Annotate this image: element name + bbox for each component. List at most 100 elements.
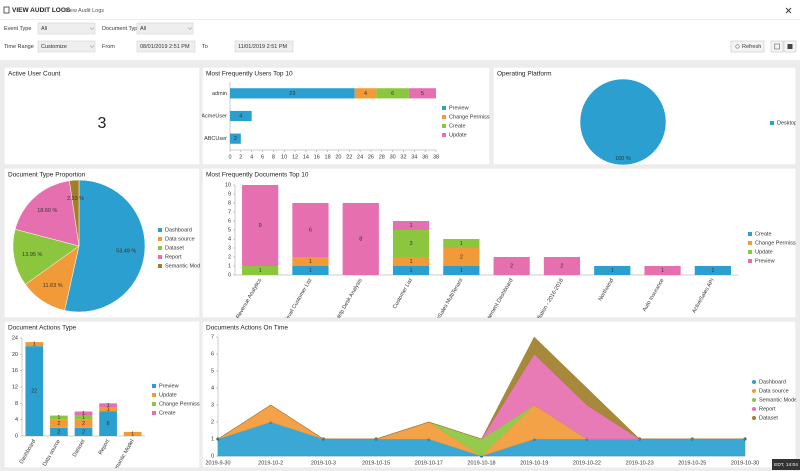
bar-value-label: 1 <box>309 268 312 274</box>
status-text: EDT, 14:04 <box>774 462 798 468</box>
legend-swatch <box>752 407 756 411</box>
bar-segment <box>25 346 44 436</box>
bar-value-label: 6 <box>391 91 394 97</box>
bar-value-label: 6 <box>309 227 312 233</box>
y-tick-label: 6 <box>211 351 214 357</box>
table-view-button[interactable] <box>770 40 784 53</box>
table-icon <box>774 43 780 50</box>
bar-segment <box>25 342 44 347</box>
y-tick-label: 4 <box>211 385 214 391</box>
legend-swatch <box>442 133 446 137</box>
x-tick-label: 16 <box>314 154 320 160</box>
legend-label: Report <box>759 406 776 412</box>
bar-segment <box>292 266 329 275</box>
header-divider <box>0 19 800 20</box>
dropdown-arrow <box>89 45 95 48</box>
legend-label: Data source <box>759 388 789 394</box>
chart-icon <box>787 44 793 49</box>
x-tick-label: 2019-10-23 <box>626 460 654 466</box>
y-tick-label: 5 <box>228 227 231 233</box>
legend-label: Semantic Model <box>165 263 204 269</box>
x-tick-label: 28 <box>379 154 385 160</box>
y-tick-label: ABCUser <box>204 136 227 142</box>
bar-value-label: 2 <box>560 263 563 269</box>
x-tick-label: 2019-10-30 <box>731 460 759 466</box>
document-type-select[interactable] <box>136 22 194 35</box>
y-tick-label: 3 <box>211 402 214 408</box>
to-input[interactable] <box>234 40 294 53</box>
legend-label: Dashboard <box>165 227 192 233</box>
y-tick-label: 20 <box>12 352 18 358</box>
kpi-value: 3 <box>98 115 107 132</box>
event-type-select[interactable] <box>37 22 96 35</box>
bar-value-label: 1 <box>309 259 312 265</box>
header-icon <box>3 6 10 14</box>
legend-swatch <box>770 121 774 125</box>
status-badge <box>772 459 800 470</box>
pie-value-label: 100 % <box>615 156 631 162</box>
y-tick-label: 3 <box>228 245 231 251</box>
bar-segment <box>292 203 329 257</box>
x-tick-label: 14 <box>303 154 309 160</box>
legend-label: Create <box>449 123 466 129</box>
bar-segment <box>443 239 480 248</box>
x-tick-label: 0 <box>228 154 231 160</box>
refresh-icon <box>735 44 740 49</box>
panel-title: Documents Actions On Time <box>206 325 288 332</box>
y-tick-label: 16 <box>12 368 18 374</box>
bar-segment <box>694 266 731 275</box>
bar-segment <box>392 257 430 266</box>
x-tick-label: 2019-10-25 <box>678 460 706 466</box>
bar-value-label: 5 <box>421 91 424 97</box>
bar-segment <box>376 88 409 99</box>
close-button[interactable] <box>785 7 792 14</box>
bar-value-label: 1 <box>611 268 614 274</box>
bar-segment <box>392 230 430 257</box>
bar-value-label: 1 <box>410 268 413 274</box>
legend-label: Semantic Model <box>759 397 798 403</box>
legend-swatch <box>152 393 156 397</box>
legend-swatch <box>158 255 162 259</box>
bar-value-label: 2 <box>57 421 60 427</box>
bar-value-label: 9 <box>259 223 262 229</box>
y-tick-label: 4 <box>228 236 231 242</box>
bar-value-label: 3 <box>410 241 413 247</box>
bar-value-label: 1 <box>711 268 714 274</box>
bar-segment <box>408 88 436 99</box>
pie-slice <box>14 180 80 247</box>
bar-segment <box>230 110 252 122</box>
panel-title: Document Type Proportion <box>8 172 86 179</box>
panel-title: Operating Platform <box>497 71 552 78</box>
x-tick-label: 38 <box>433 154 439 160</box>
bar-value-label: 1 <box>107 403 110 409</box>
bar-segment <box>74 427 93 436</box>
filter-label: Event Type <box>4 26 31 32</box>
pie-value-label: 18.60 % <box>37 208 57 214</box>
x-tick-label: 10 <box>281 154 287 160</box>
y-tick-label: 6 <box>228 218 231 224</box>
x-tick-label: 2019-10-19 <box>520 460 548 466</box>
legend-swatch <box>442 106 446 110</box>
pie-value-label: 13.95 % <box>22 252 42 258</box>
y-tick-label: 8 <box>15 401 18 407</box>
bar-value-label: 1 <box>57 415 60 421</box>
bar-value-label: 1 <box>82 415 85 421</box>
refresh-button[interactable] <box>730 40 765 53</box>
time-range-select[interactable] <box>37 40 96 53</box>
pie-value-label: 53.49 % <box>116 249 136 255</box>
bar-value-label: 2 <box>82 429 85 435</box>
pie-slice <box>12 228 80 285</box>
legend-swatch <box>748 259 752 263</box>
legend-label: Desktop <box>777 120 797 126</box>
x-tick-label: 34 <box>411 154 417 160</box>
from-input[interactable] <box>136 40 196 53</box>
x-tick-label: 6 <box>261 154 264 160</box>
y-tick-label: 12 <box>12 384 18 390</box>
panel-title: Most Frequently Documents Top 10 <box>206 172 309 179</box>
filter-value: Customize <box>41 44 67 50</box>
bar-segment <box>292 257 329 266</box>
bar-value-label: 1 <box>82 411 85 417</box>
x-tick-label: 36 <box>422 154 428 160</box>
legend-label: Dataset <box>165 245 184 251</box>
